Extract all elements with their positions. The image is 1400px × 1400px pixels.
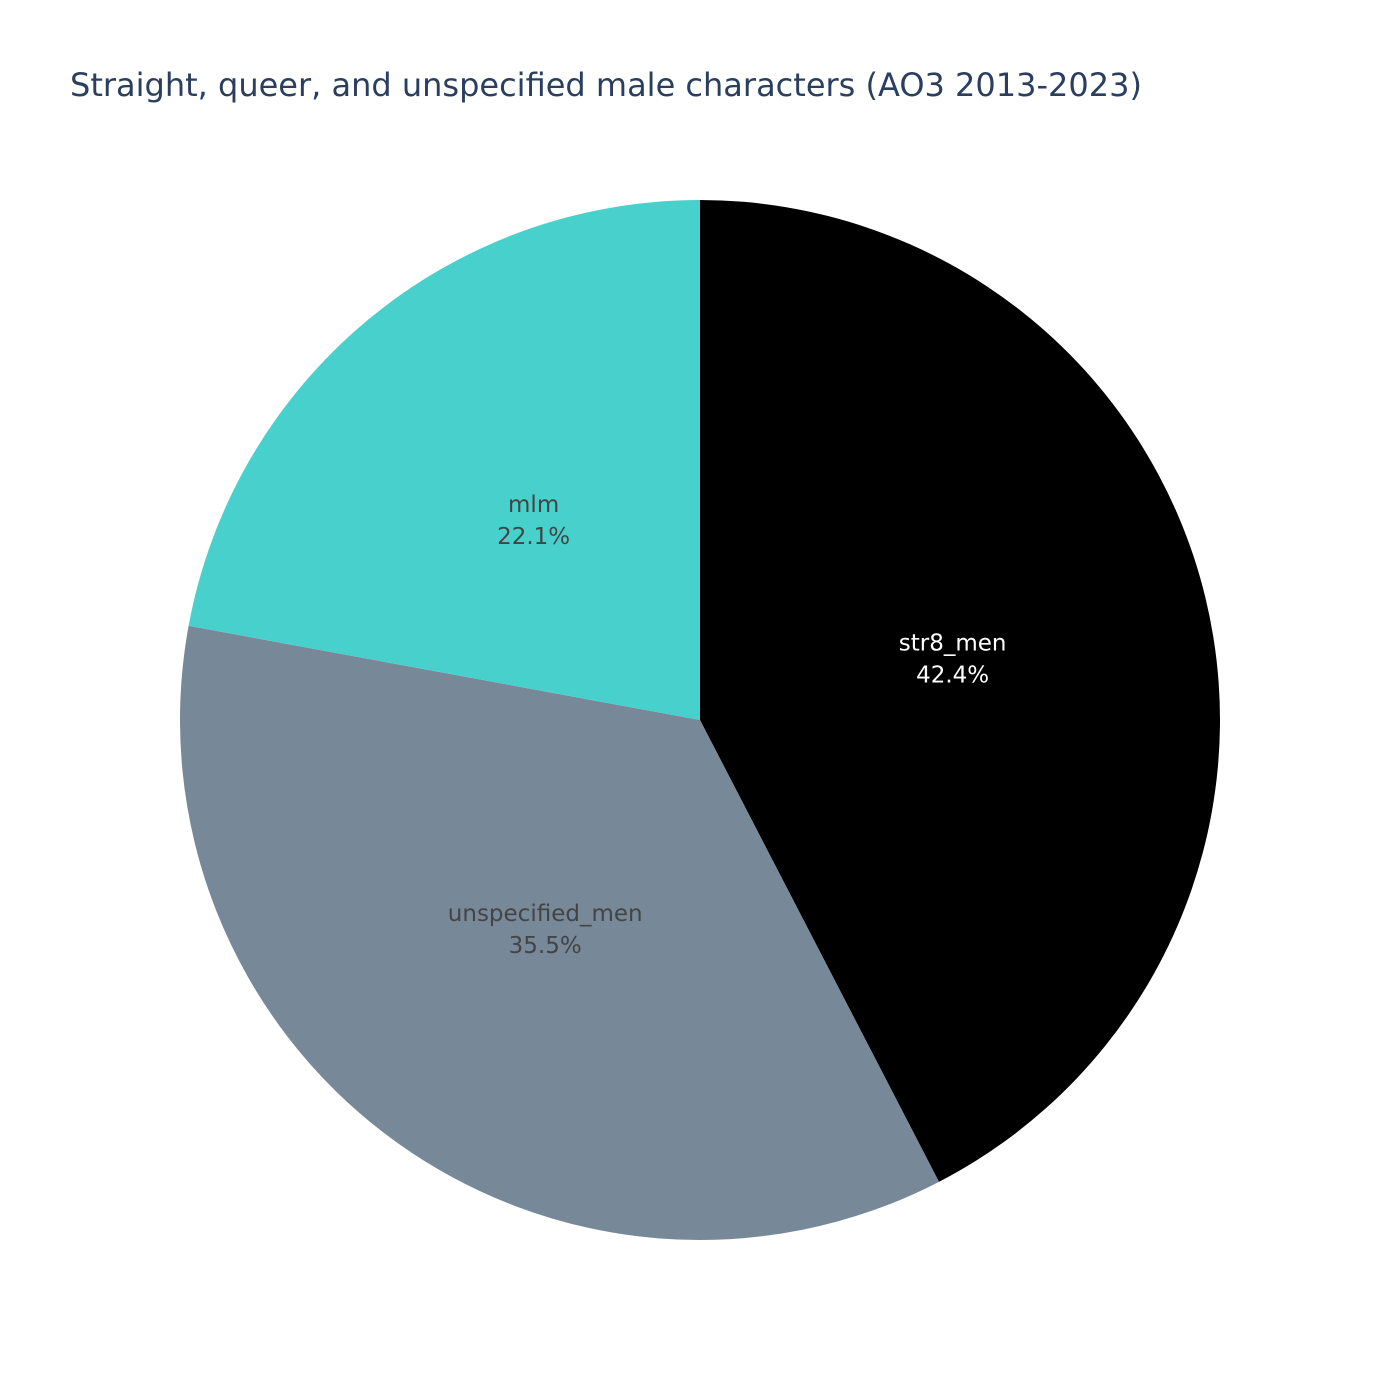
chart-title: Straight, queer, and unspecified male ch…: [70, 66, 1142, 104]
slice-label: unspecified_men: [448, 901, 643, 927]
slice-percent-label: 42.4%: [916, 663, 989, 689]
pie-slices: [179, 200, 1220, 1240]
pie-slice-str8-men: [700, 200, 1220, 1182]
pie-labels: str8_men 42.4% unspecified_men 35.5% mlm 22.1…: [448, 492, 1007, 959]
slice-percent-label: 22.1%: [497, 524, 570, 550]
slice-label: mlm: [508, 492, 559, 518]
slice-label: str8_men: [899, 631, 1007, 657]
slice-percent-label: 35.5%: [509, 933, 582, 959]
pie-slice-unspecified-men: [179, 625, 939, 1240]
pie-slice-mlm: [188, 200, 700, 720]
